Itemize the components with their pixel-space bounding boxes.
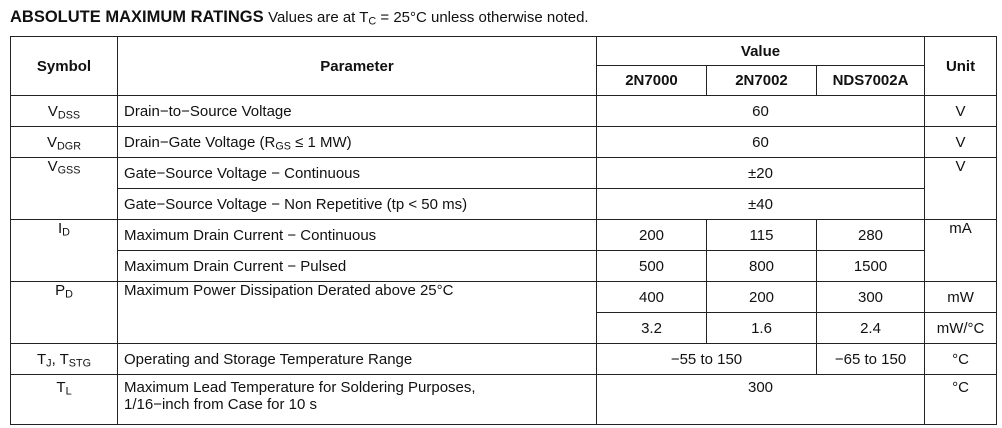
symbol-cell: VDGR	[10, 126, 118, 158]
value-cell: 280	[815, 219, 926, 251]
unit-cell: V	[924, 126, 998, 158]
table-row: VDSS Drain−to−Source Voltage 60 V	[10, 95, 998, 127]
header-part-2n7000: 2N7000	[596, 65, 707, 96]
value-cell: 500	[596, 250, 707, 282]
parameter-cell: Gate−Source Voltage − Non Repetitive (tp…	[117, 188, 597, 220]
parameter-cell: Drain−Gate Voltage (RGS ≤ 1 MW)	[117, 126, 597, 158]
table-row: PD Maximum Power Dissipation Derated abo…	[10, 281, 998, 344]
symbol-cell: VGSS	[10, 157, 118, 220]
value-cell: 60	[595, 95, 926, 127]
value-cell: 1.6	[706, 312, 817, 344]
unit-cell: °C	[924, 343, 998, 375]
value-cell: 60	[595, 126, 926, 158]
value-cell: 1500	[815, 250, 926, 282]
header-part-nds7002a: NDS7002A	[815, 65, 926, 96]
parameter-cell: Operating and Storage Temperature Range	[117, 343, 597, 375]
value-cell: 200	[706, 281, 817, 313]
unit-cell: mA	[924, 219, 998, 282]
parameter-cell: Drain−to−Source Voltage	[117, 95, 597, 127]
unit-cell: V	[924, 157, 998, 220]
title-heading: ABSOLUTE MAXIMUM RATINGS	[10, 8, 264, 26]
title-condition: Values are at TC = 25°C unless otherwise…	[268, 9, 589, 28]
header-unit: Unit	[924, 36, 998, 96]
parameter-cell: Gate−Source Voltage − Continuous	[117, 157, 597, 189]
parameter-cell: Maximum Drain Current − Continuous	[117, 219, 597, 251]
ratings-table: Symbol Parameter Value Unit 2N7000 2N700…	[10, 36, 998, 425]
value-cell: 800	[706, 250, 817, 282]
parameter-cell: Maximum Drain Current − Pulsed	[117, 250, 597, 282]
header-symbol: Symbol	[10, 36, 118, 96]
table-row: ID Maximum Drain Current − Continuous 20…	[10, 219, 998, 282]
unit-cell: V	[924, 95, 998, 127]
value-cell: −65 to 150	[815, 343, 926, 375]
table-header-row: 2N7000 2N7002 NDS7002A	[11, 65, 997, 96]
unit-cell: mW/°C	[924, 312, 998, 344]
unit-cell: °C	[924, 374, 998, 425]
value-cell: 115	[706, 219, 817, 251]
symbol-cell: TL	[10, 374, 118, 425]
header-value: Value	[595, 36, 926, 66]
value-cell: 300	[595, 374, 926, 425]
table-row: VGSS Gate−Source Voltage − Continuous ±2…	[10, 157, 998, 220]
parameter-cell: Maximum Power Dissipation Derated above …	[117, 281, 597, 344]
unit-cell: mW	[924, 281, 998, 313]
symbol-cell: VDSS	[10, 95, 118, 127]
value-cell: ±40	[595, 188, 926, 220]
table-row: TL Maximum Lead Temperature for Solderin…	[10, 374, 998, 425]
value-cell: 200	[596, 219, 707, 251]
value-cell: 300	[815, 281, 926, 313]
table-row: VDGR Drain−Gate Voltage (RGS ≤ 1 MW) 60 …	[10, 126, 998, 158]
value-cell: 400	[596, 281, 707, 313]
table-row: 3.2 1.6 2.4 mW/°C	[11, 312, 998, 344]
value-cell: ±20	[595, 157, 926, 189]
table-row: TJ, TSTG Operating and Storage Temperatu…	[10, 343, 998, 375]
header-part-2n7002: 2N7002	[706, 65, 817, 96]
document-title: ABSOLUTE MAXIMUM RATINGS Values are at T…	[10, 8, 589, 27]
table-row: Gate−Source Voltage − Non Repetitive (tp…	[11, 188, 997, 220]
symbol-cell: ID	[10, 219, 118, 282]
symbol-cell: PD	[10, 281, 118, 344]
symbol-cell: TJ, TSTG	[10, 343, 118, 375]
value-cell: −55 to 150	[596, 343, 817, 375]
parameter-cell: Maximum Lead Temperature for Soldering P…	[117, 374, 597, 425]
value-cell: 3.2	[596, 312, 707, 344]
value-cell: 2.4	[815, 312, 926, 344]
table-header-row: Symbol Parameter Value Unit	[10, 36, 998, 96]
header-parameter: Parameter	[117, 36, 597, 96]
table-row: Maximum Drain Current − Pulsed 500 800 1…	[11, 250, 997, 282]
